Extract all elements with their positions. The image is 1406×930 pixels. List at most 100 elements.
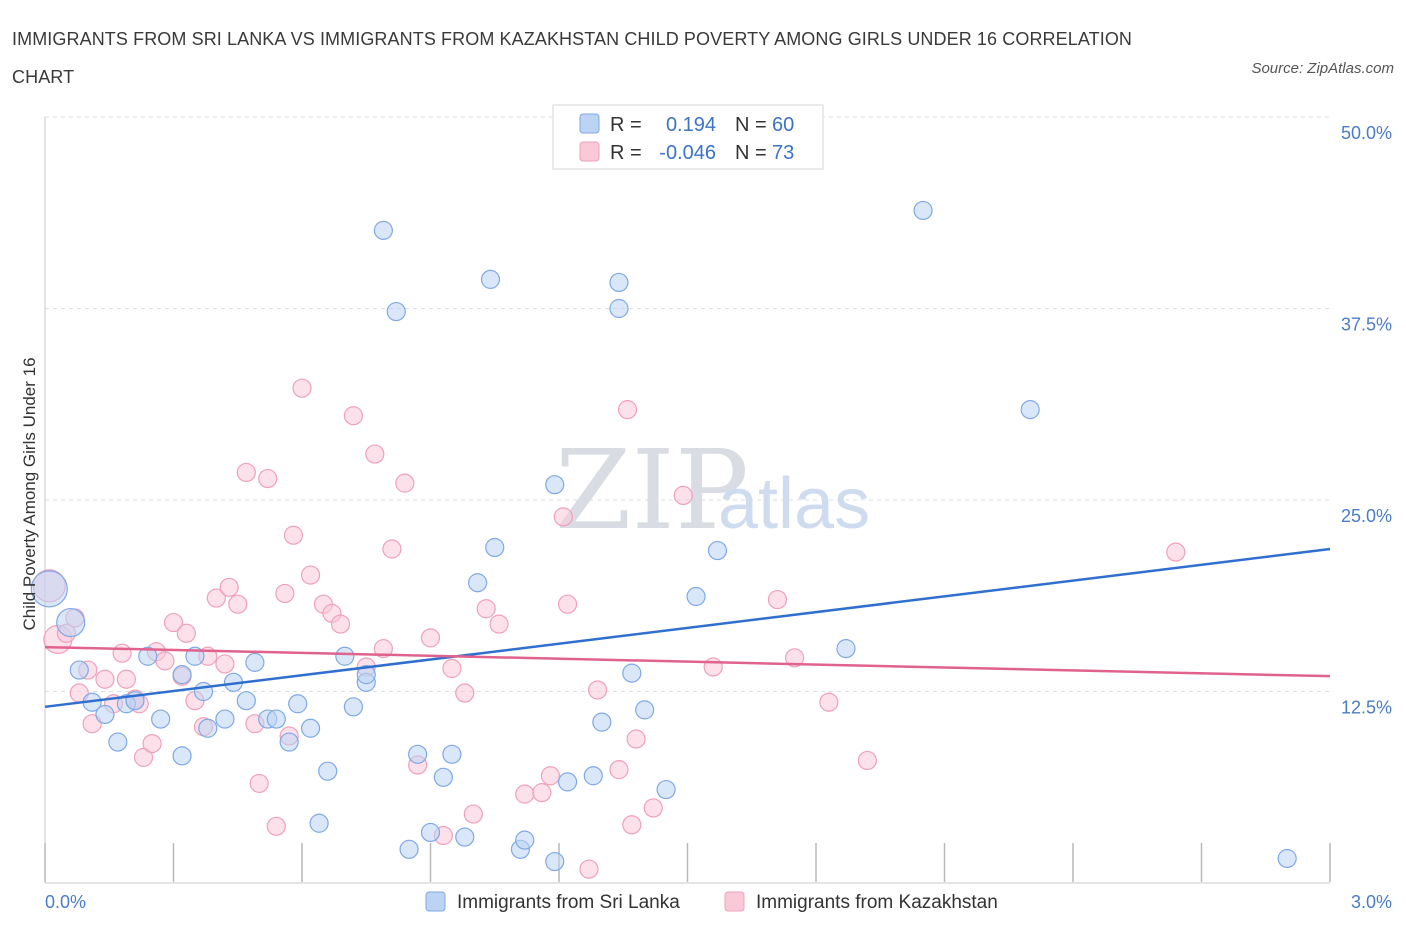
kazakhstan-point <box>617 400 638 420</box>
sri-lanka-point <box>408 744 428 764</box>
kazakhstan-point <box>365 444 385 464</box>
kazakhstan-point <box>228 594 248 614</box>
sri-lanka-point <box>1020 400 1040 420</box>
kazakhstan-point <box>112 643 132 663</box>
sri-lanka-point <box>215 709 235 729</box>
series-legend-label-sri-lanka: Immigrants from Sri Lanka <box>457 892 680 913</box>
kazakhstan-point <box>1166 542 1186 562</box>
sri-lanka-point <box>138 646 158 666</box>
kazakhstan-point <box>373 639 393 659</box>
sri-lanka-point <box>583 766 603 786</box>
x-tick-label: 0.0% <box>45 892 86 912</box>
kazakhstan-point <box>609 760 629 780</box>
sri-lanka-point <box>172 746 192 766</box>
legend-n-value-sri-lanka: 60 <box>772 114 794 136</box>
kazakhstan-point <box>249 773 269 794</box>
kazakhstan-point <box>142 733 162 754</box>
y-tick-label: 37.5% <box>1341 315 1392 335</box>
legend-swatch-kazakhstan <box>579 141 600 162</box>
sri-lanka-point <box>609 298 629 319</box>
sri-lanka-point <box>485 537 505 558</box>
kazakhstan-point <box>155 651 175 671</box>
sri-lanka-point <box>151 709 171 729</box>
sri-lanka-point <box>515 830 535 850</box>
sri-lanka-point <box>69 660 89 680</box>
sri-lanka-point <box>420 822 441 843</box>
sri-lanka-point <box>172 665 192 685</box>
watermark-atlas: atlas <box>718 464 870 544</box>
sri-lanka-point <box>468 573 488 593</box>
kazakhstan-point <box>215 654 235 674</box>
sri-lanka-point <box>288 694 308 714</box>
sri-lanka-point <box>399 839 419 859</box>
sri-lanka-point <box>266 709 286 729</box>
sri-lanka-point <box>95 704 115 725</box>
legend-n-value-kazakhstan: 73 <box>772 142 794 164</box>
sri-lanka-point <box>56 607 86 638</box>
trend-lines <box>44 547 1331 709</box>
legend-r-value-kazakhstan: -0.046 <box>659 142 716 164</box>
sri-lanka-point <box>300 718 321 738</box>
legend-r-value-sri-lanka: 0.194 <box>666 114 716 136</box>
sri-lanka-point <box>1277 848 1297 869</box>
sri-lanka-point <box>309 813 329 833</box>
sri-lanka-point <box>198 718 218 738</box>
kazakhstan-point <box>163 612 184 633</box>
sri-lanka-point <box>455 827 475 847</box>
sri-lanka-point <box>545 851 565 872</box>
watermark-zip: ZIP <box>555 426 749 554</box>
kazakhstan-point <box>463 804 483 824</box>
kazakhstan-point <box>176 623 196 643</box>
kazakhstan-point <box>515 784 535 804</box>
sri-lanka-point <box>707 540 728 561</box>
sri-lanka-point <box>343 697 363 717</box>
legend-swatch-sri-lanka <box>579 113 600 134</box>
x-tick-labels: 0.0% 3.0% <box>45 892 1392 912</box>
kazakhstan-point <box>540 766 561 786</box>
kazakhstan-point <box>133 747 154 767</box>
sri-lanka-point <box>386 301 406 322</box>
kazakhstan-trend-line <box>44 645 1331 678</box>
sri-lanka-point <box>356 665 376 685</box>
sri-lanka-point <box>318 761 338 781</box>
sri-lanka-point <box>545 475 565 495</box>
kazakhstan-point <box>258 468 278 489</box>
sri-lanka-point <box>193 681 214 702</box>
sri-lanka-point <box>30 570 68 608</box>
kazakhstan-point <box>236 462 256 483</box>
kazakhstan-point <box>489 614 509 634</box>
sri-lanka-point <box>635 700 655 720</box>
kazakhstan-point <box>767 589 788 610</box>
kazakhstan-point <box>219 577 239 597</box>
kazakhstan-point <box>626 729 646 749</box>
series-legend: Immigrants from Sri Lanka Immigrants fro… <box>425 891 998 913</box>
kazakhstan-point <box>275 583 295 604</box>
kazakhstan-point <box>532 783 552 803</box>
kazakhstan-point <box>292 378 312 398</box>
y-tick-label: 25.0% <box>1341 506 1392 526</box>
sri-lanka-point <box>279 732 299 752</box>
sri-lanka-point <box>622 663 642 683</box>
sri-lanka-point <box>592 712 612 732</box>
data-points <box>30 200 1297 879</box>
sri-lanka-point <box>656 779 676 800</box>
sri-lanka-point <box>686 586 706 607</box>
kazakhstan-point <box>703 657 723 677</box>
kazakhstan-point <box>819 692 839 712</box>
sri-lanka-point <box>557 772 578 792</box>
sri-lanka-trend-line <box>44 547 1331 709</box>
kazakhstan-point <box>579 859 599 879</box>
kazakhstan-point <box>643 798 663 818</box>
y-tick-label: 50.0% <box>1341 123 1392 143</box>
kazakhstan-point <box>476 599 496 619</box>
kazakhstan-point <box>673 485 693 506</box>
sri-lanka-point <box>108 732 128 752</box>
kazakhstan-point <box>206 588 226 608</box>
sri-lanka-point <box>609 272 629 293</box>
kazakhstan-point <box>587 680 608 700</box>
kazakhstan-point <box>395 473 415 493</box>
kazakhstan-point <box>622 815 642 835</box>
sri-lanka-point <box>335 646 355 666</box>
legend-n-label-kazakhstan: N = <box>735 142 767 164</box>
